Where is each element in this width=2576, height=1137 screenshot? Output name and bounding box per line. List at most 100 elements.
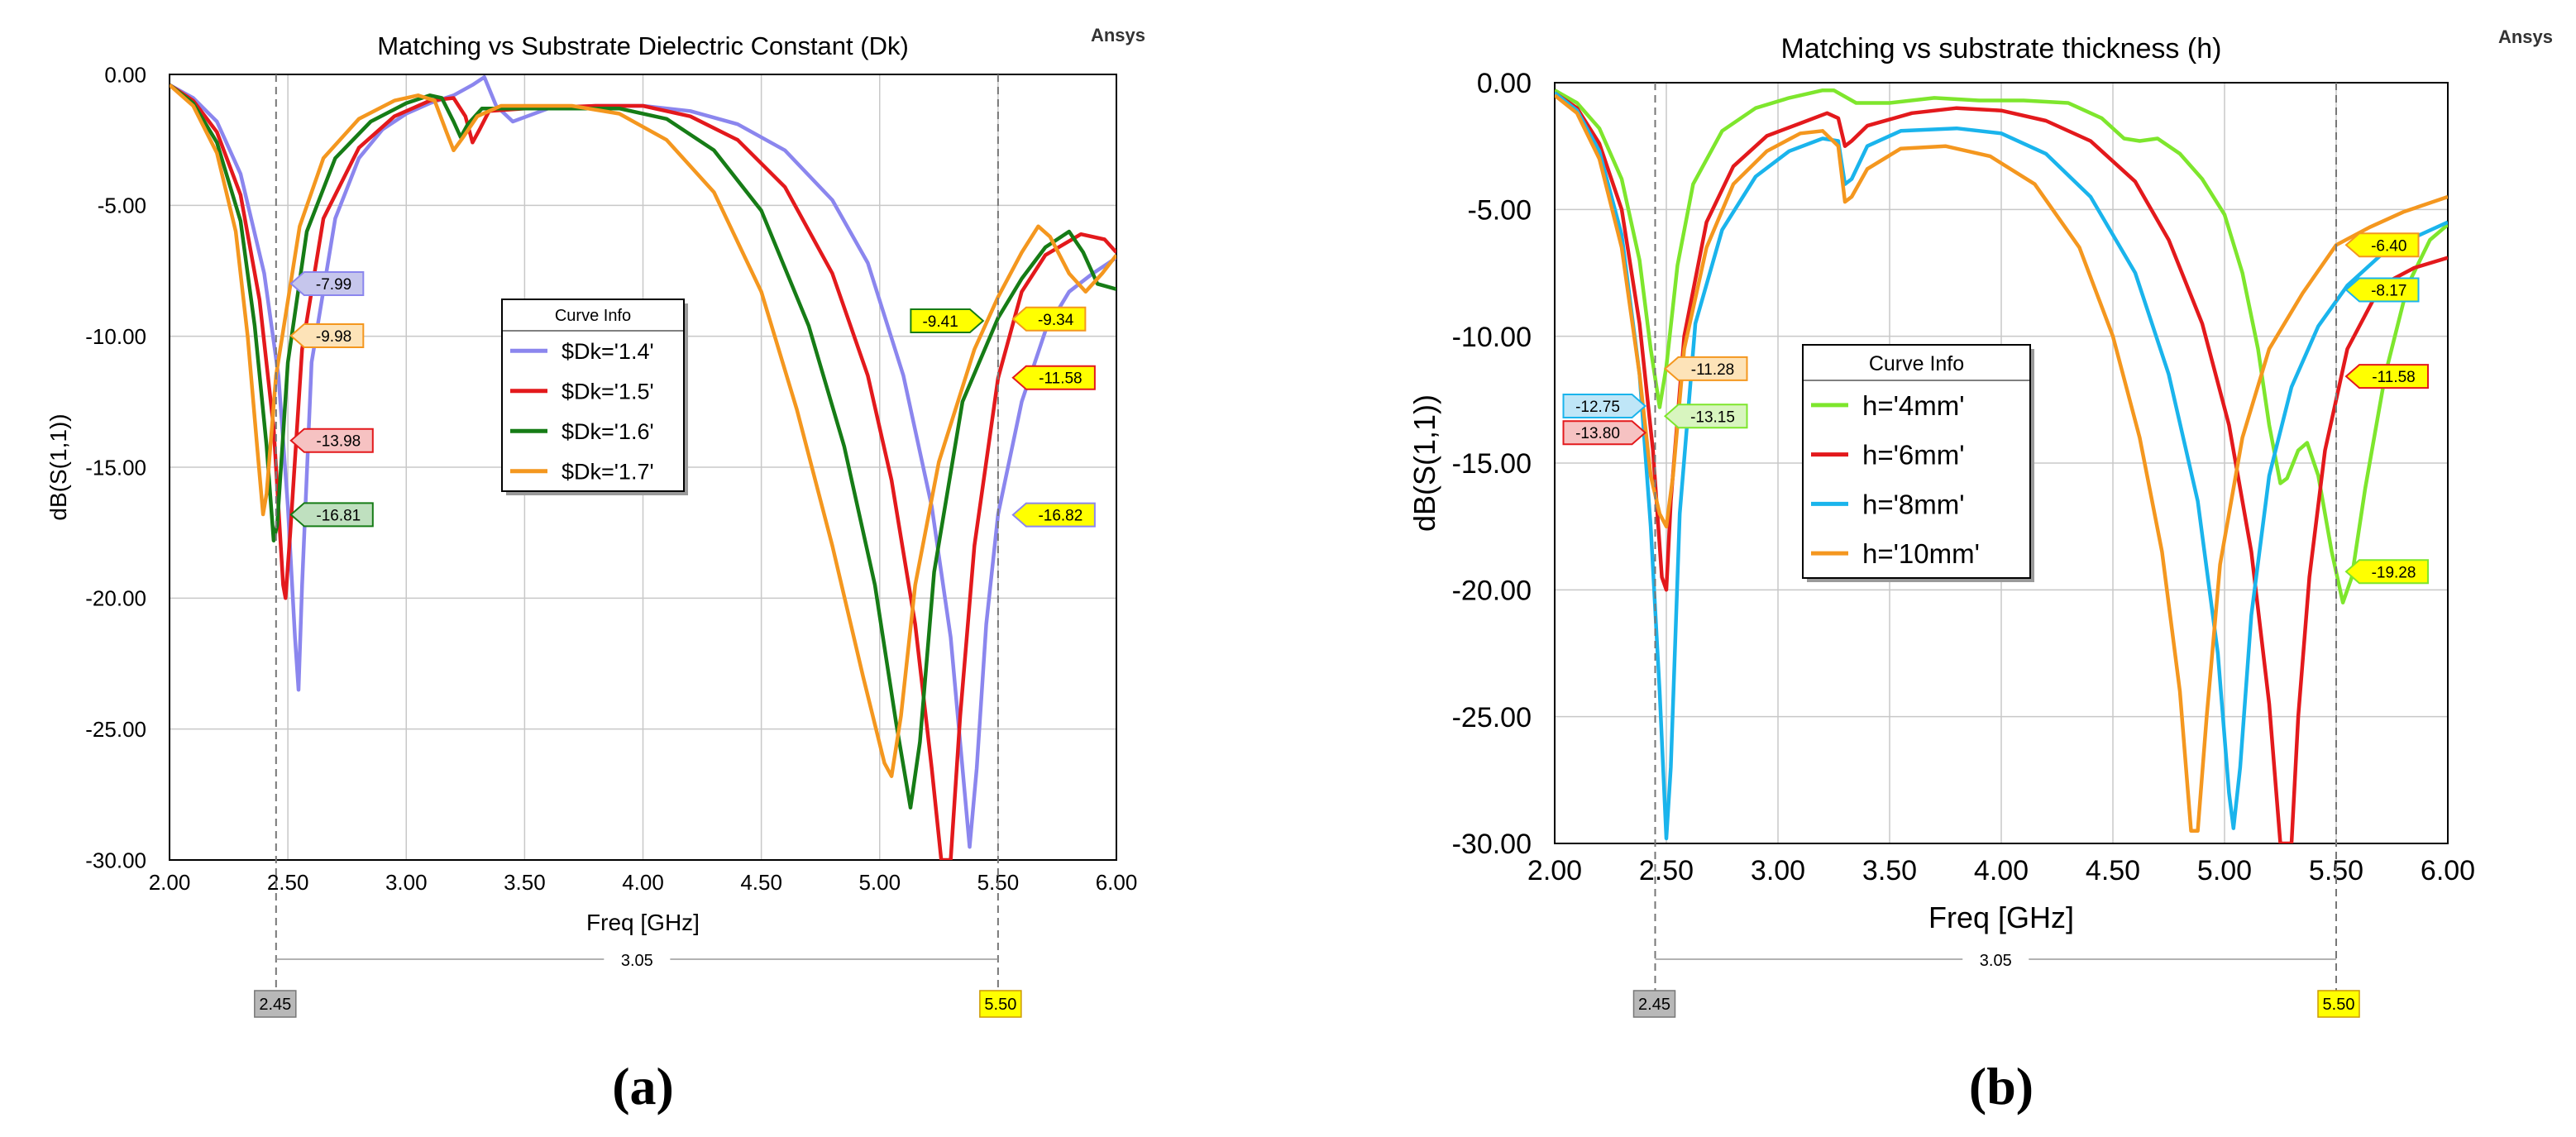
annotation-tag [2344,232,2420,258]
marker-box [979,990,1022,1018]
y-tick-label: -30.00 [1452,829,1532,860]
x-tick-label: 4.50 [740,870,782,895]
annotation-tag [1562,394,1647,418]
x-axis-label: Freq [GHz] [1928,901,2074,934]
annotation-label: -13.80 [1575,425,1620,442]
y-tick-label: -10.00 [1452,322,1532,353]
y-tick-label: -5.00 [1468,195,1532,227]
x-tick-label: 4.50 [2086,855,2140,886]
annotation-tag [289,502,374,528]
series-line [1555,93,2448,833]
plot-frame [1554,82,2449,844]
x-tick-label: 5.00 [858,870,901,895]
series-line [170,83,1116,810]
legend-entry: h='6mm' [1862,440,1965,471]
panel-label: (a) [612,1057,674,1116]
legend-entry: h='10mm' [1862,538,1980,569]
brand-label: Ansys [1091,25,1145,45]
annotation-label: -12.75 [1575,399,1620,416]
x-tick-label: 5.00 [2197,855,2252,886]
x-tick-label: 6.00 [2421,855,2475,886]
y-tick-label: -20.00 [85,586,146,611]
x-tick-label: 3.00 [385,870,428,895]
marker-label: 5.50 [984,996,1016,1014]
legend-box [1802,344,2031,579]
x-tick-label: 3.50 [1862,855,1917,886]
legend-entry: $Dk='1.4' [562,339,654,364]
delta-label-bg [604,948,671,971]
delta-label-bg [1962,948,2029,971]
x-tick-label: 2.00 [149,870,191,895]
x-axis-label: Freq [GHz] [586,910,700,935]
y-tick-label: 0.00 [104,62,146,87]
x-tick-label: 6.00 [1096,870,1138,895]
y-tick-label: 0.00 [1477,68,1532,99]
legend-entry: $Dk='1.7' [562,459,654,484]
y-tick-label: -15.00 [85,455,146,480]
y-tick-label: -20.00 [1452,576,1532,607]
legend-entry: h='4mm' [1862,390,1965,421]
delta-label: 3.05 [1980,952,2012,970]
series-line [1555,91,2448,841]
annotation-tag [2344,277,2420,303]
chart-title: Matching vs substrate thickness (h) [1781,33,2222,64]
marker-box [2317,990,2360,1018]
y-tick-label: -10.00 [85,324,146,349]
legend: Curve Info $Dk='1.4' $Dk='1.5' $Dk='1.6' $Dk… [501,299,688,495]
y-tick-label: -25.00 [1452,702,1532,733]
marker-label: 2.45 [1638,996,1670,1014]
annotation-tag [1562,420,1647,446]
annotation-tag [289,428,374,453]
series-line [1555,88,2448,604]
x-tick-label: 2.50 [267,870,309,895]
annotation-tag [1663,356,1748,381]
series-group [170,74,1116,860]
panel-label: (b) [1969,1057,2034,1116]
x-tick-label: 2.50 [1639,855,1694,886]
legend-title: Curve Info [1869,352,1964,375]
annotation-label: -9.98 [316,328,351,346]
legend-box [501,299,685,492]
annotation-label: -19.28 [2372,564,2416,581]
x-tick-label: 4.00 [1974,855,2029,886]
legend-entry: $Dk='1.6' [562,419,654,444]
x-tick-label: 3.00 [1751,855,1805,886]
chart-panel-b: 2.00 2.50 3.00 3.50 4.00 4.50 5.00 5.50 6.00 0.00… [1407,26,2553,1116]
series-line [170,84,1116,778]
annotation-tag [1011,502,1096,528]
x-tick-label: 4.00 [622,870,664,895]
series-group [1555,88,2448,843]
legend-entry: $Dk='1.5' [562,379,654,404]
y-tick-label: -25.00 [85,717,146,742]
annotation-label: -11.58 [2372,369,2415,386]
annotation-tag [1011,365,1096,390]
legend-title: Curve Info [555,307,631,325]
y-axis-label: dB(S(1,1)) [1407,394,1441,532]
annotation-label: -11.58 [1039,370,1082,388]
annotation-tag [289,271,365,297]
annotation-label: -9.34 [1038,312,1074,329]
brand-label: Ansys [2498,26,2553,47]
annotation-label: -8.17 [2371,283,2406,300]
x-tick-label: 3.50 [504,870,546,895]
series-line [1555,91,2448,843]
annotation-label: -16.82 [1038,508,1082,525]
marker-label: 5.50 [2323,996,2355,1014]
annotation-label: -9.41 [922,313,958,331]
plot-frame [169,74,1117,861]
annotation-label: -6.40 [2371,237,2406,255]
chart-panel-a: 2.00 2.50 3.00 3.50 4.00 4.50 5.00 5.50 6.00 0.00… [45,25,1145,1116]
annotation-tag [910,308,985,333]
marker-box [254,990,297,1018]
delta-label: 3.05 [621,952,653,970]
y-tick-label: -5.00 [98,193,146,218]
series-line [170,74,1116,849]
annotation-label: -13.98 [316,433,361,451]
x-tick-label: 2.00 [1527,855,1582,886]
annotation-label: -13.15 [1690,408,1735,426]
y-tick-label: -30.00 [85,848,146,872]
annotation-tag [1663,404,1748,429]
y-tick-label: -15.00 [1452,448,1532,480]
legend-entry: h='8mm' [1862,489,1965,519]
